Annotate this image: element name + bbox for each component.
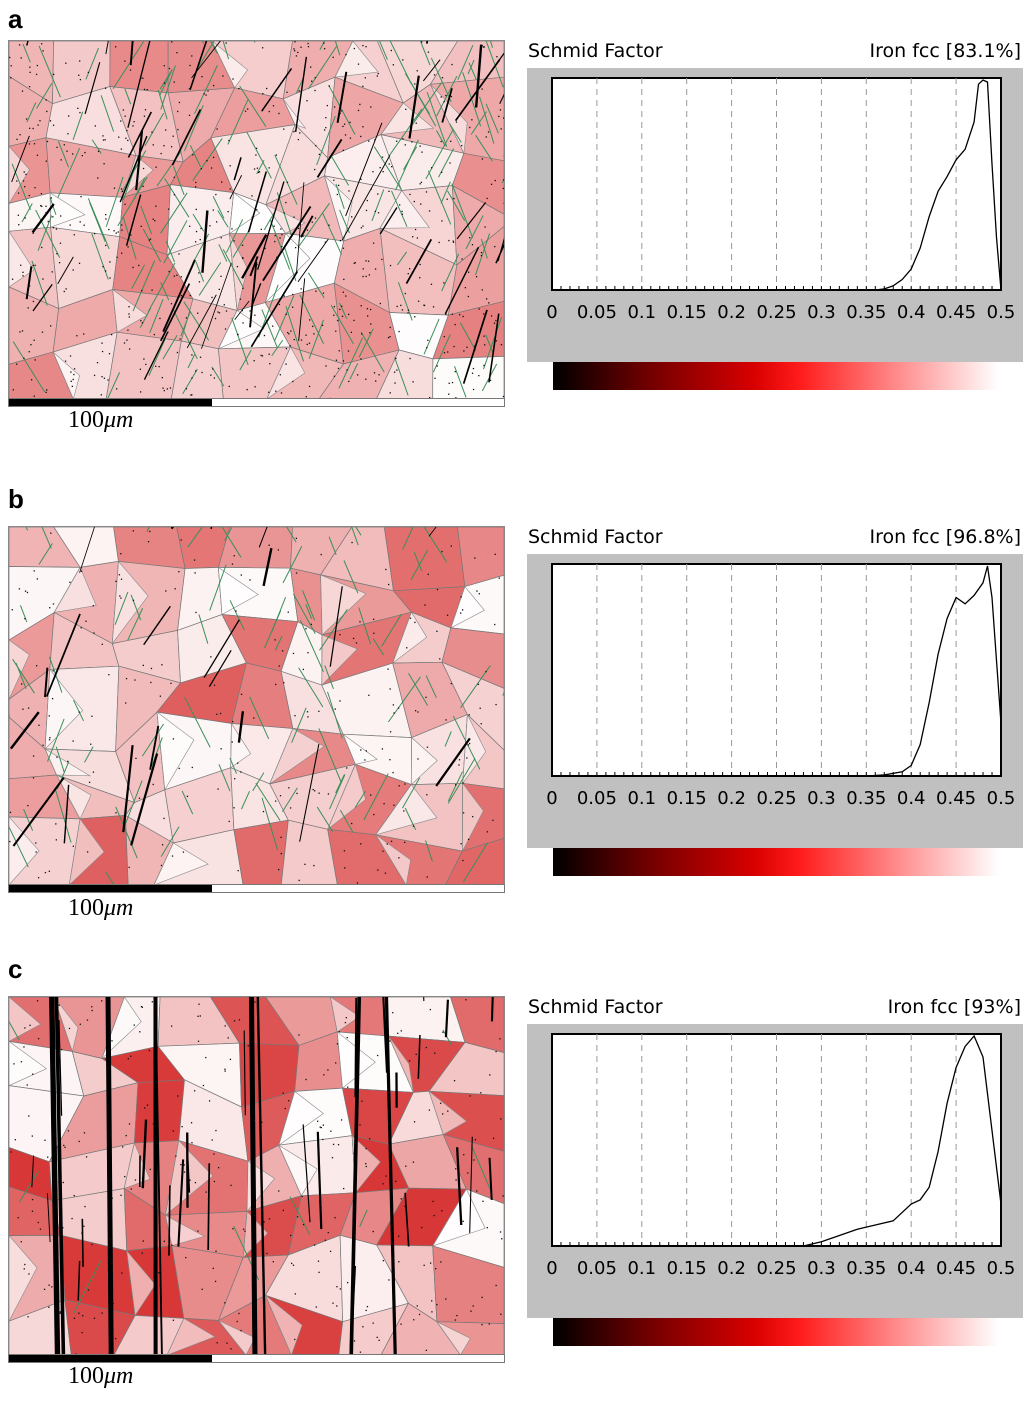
x-tick-label: 0.45 [936, 788, 976, 809]
x-tick-label: 0.4 [897, 302, 926, 323]
panel-letter: a [8, 6, 22, 32]
histogram-title: Schmid Factor [528, 40, 663, 62]
scale-bar [8, 398, 505, 407]
scale-label: 100μm [68, 896, 133, 920]
scale-label: 100μm [68, 408, 133, 432]
scale-value: 100 [68, 1363, 104, 1389]
histogram-frame: 0 0.05 0.1 0.15 0.2 0.25 0.3 0.35 0.4 0.45 0.5 [527, 1024, 1023, 1318]
histogram-frame: 0 0.05 0.1 0.15 0.2 0.25 0.3 0.35 0.4 0.45 0.5 [527, 554, 1023, 848]
scale-bar-black [9, 885, 212, 892]
ebsd-micrograph [8, 526, 505, 886]
x-tick-label: 0.4 [897, 1258, 926, 1279]
x-tick-label: 0.5 [987, 788, 1016, 809]
scale-bar-black [9, 1355, 212, 1362]
scale-value: 100 [68, 407, 104, 433]
schmid-histogram: Schmid Factor Iron fcc [93%] 0 0.05 0.1 0.1… [527, 996, 1023, 1316]
schmid-colorbar [553, 848, 999, 876]
panel-letter: c [8, 956, 22, 982]
x-tick-label: 0.15 [667, 302, 707, 323]
x-tick-label: 0.05 [577, 1258, 617, 1279]
histogram-svg: 0 0.05 0.1 0.15 0.2 0.25 0.3 0.35 0.4 0.45 0.5 [527, 68, 1023, 362]
x-tick-label: 0.35 [846, 302, 886, 323]
x-tick-label: 0.25 [756, 1258, 796, 1279]
figure-panel-b: b 100μm Schmid Factor Iron fcc [96.8%] 0… [0, 486, 1029, 936]
micrograph-texture [9, 527, 504, 885]
figure-panel-a: a 100μm Schmid Factor Iron fcc [83.1%] 0… [0, 0, 1029, 450]
x-tick-label: 0.2 [717, 788, 746, 809]
scale-unit: μm [104, 895, 133, 921]
x-tick-label: 0.05 [577, 302, 617, 323]
histogram-phase-label: Iron fcc [93%] [888, 996, 1021, 1018]
x-tick-label: 0.45 [936, 1258, 976, 1279]
x-tick-label: 0.45 [936, 302, 976, 323]
scale-value: 100 [68, 895, 104, 921]
x-tick-label: 0.1 [627, 788, 656, 809]
x-tick-label: 0.25 [756, 788, 796, 809]
x-tick-label: 0.05 [577, 788, 617, 809]
histogram-frame: 0 0.05 0.1 0.15 0.2 0.25 0.3 0.35 0.4 0.45 0.5 [527, 68, 1023, 362]
ebsd-micrograph [8, 996, 505, 1356]
x-tick-label: 0.3 [807, 302, 836, 323]
x-tick-label: 0 [546, 788, 557, 809]
x-tick-label: 0 [546, 1258, 557, 1279]
x-tick-label: 0.35 [846, 1258, 886, 1279]
histogram-svg: 0 0.05 0.1 0.15 0.2 0.25 0.3 0.35 0.4 0.45 0.5 [527, 554, 1023, 848]
histogram-phase-label: Iron fcc [96.8%] [869, 526, 1021, 548]
histogram-title: Schmid Factor [528, 526, 663, 548]
x-tick-label: 0.2 [717, 1258, 746, 1279]
histogram-title: Schmid Factor [528, 996, 663, 1018]
x-tick-label: 0.25 [756, 302, 796, 323]
schmid-colorbar [553, 1318, 999, 1346]
x-tick-label: 0.1 [627, 302, 656, 323]
panel-letter: b [8, 486, 24, 512]
scale-bar [8, 1354, 505, 1363]
x-tick-label: 0.15 [667, 788, 707, 809]
x-tick-label: 0.15 [667, 1258, 707, 1279]
x-tick-label: 0.3 [807, 788, 836, 809]
x-tick-label: 0.2 [717, 302, 746, 323]
x-tick-label: 0.1 [627, 1258, 656, 1279]
figure-panel-c: c 100μm Schmid Factor Iron fcc [93%] 0 0.… [0, 956, 1029, 1406]
ebsd-micrograph [8, 40, 505, 400]
micrograph-texture [9, 997, 504, 1355]
scale-bar [8, 884, 505, 893]
scale-label: 100μm [68, 1364, 133, 1388]
scale-unit: μm [104, 407, 133, 433]
histogram-phase-label: Iron fcc [83.1%] [869, 40, 1021, 62]
x-tick-label: 0.5 [987, 1258, 1016, 1279]
scale-unit: μm [104, 1363, 133, 1389]
schmid-colorbar [553, 362, 999, 390]
x-tick-label: 0.5 [987, 302, 1016, 323]
x-tick-label: 0.3 [807, 1258, 836, 1279]
x-tick-label: 0.35 [846, 788, 886, 809]
histogram-svg: 0 0.05 0.1 0.15 0.2 0.25 0.3 0.35 0.4 0.45 0.5 [527, 1024, 1023, 1318]
x-tick-label: 0.4 [897, 788, 926, 809]
scale-bar-black [9, 399, 212, 406]
micrograph-texture [9, 41, 504, 399]
x-tick-label: 0 [546, 302, 557, 323]
